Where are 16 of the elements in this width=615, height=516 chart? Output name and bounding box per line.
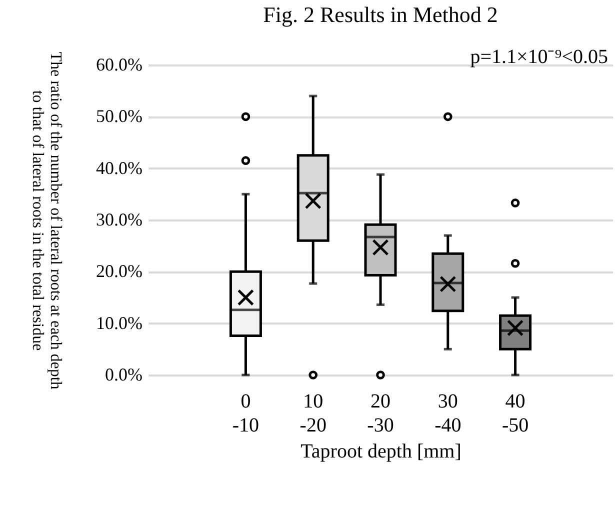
x-tick-label: 30 -40 [434,390,462,436]
x-tick-label: 20 -30 [367,390,394,436]
y-tick-label: 60.0% [96,54,142,74]
x-axis-title: Taproot depth [mm] [300,440,462,462]
y-axis-title: The ratio of the number of lateral roots at each depth to that of lateral roots in the total residue [29,52,64,390]
x-tick-label: 0 -10 [232,390,260,436]
y-tick-label: 30.0% [96,210,142,230]
y-tick-label: 50.0% [96,106,142,126]
y-tick-label: 40.0% [96,158,142,178]
y-tick-label: 10.0% [96,312,142,333]
x-tick-label: 10 -20 [300,390,326,436]
annotation: p=1.1×10⁻⁹<0.05 [470,46,608,68]
chart-title: Fig. 2 Results in Method 2 [263,2,498,27]
x-tick-label: 40 -50 [502,390,529,436]
y-tick-label: 20.0% [96,261,142,282]
y-tick-label: 0.0% [105,364,142,384]
